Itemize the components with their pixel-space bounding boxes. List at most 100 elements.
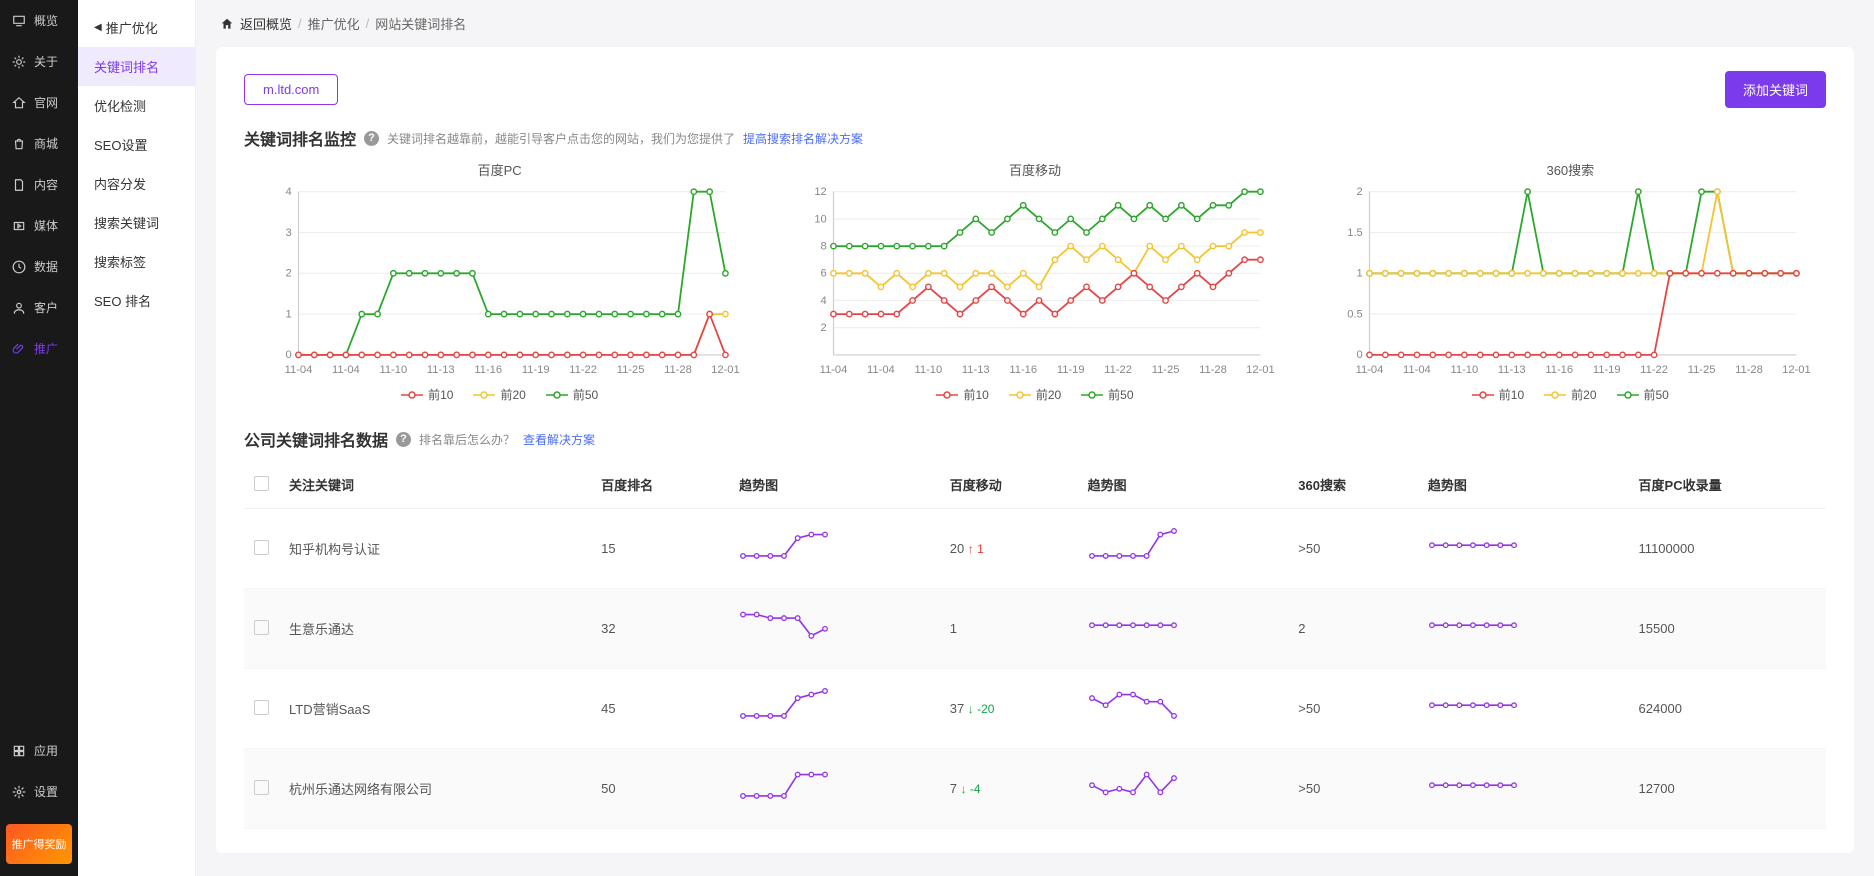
table-row: 杭州乐通达网络有限公司 50 7 ↓ -4 >50 12700 xyxy=(244,749,1826,829)
chart-title: 360搜索 xyxy=(1315,160,1826,179)
cell-360: >50 xyxy=(1288,509,1418,589)
svg-text:11-25: 11-25 xyxy=(1687,364,1715,375)
checkbox-row[interactable] xyxy=(254,780,269,795)
sparkline xyxy=(1088,527,1178,567)
svg-text:1.5: 1.5 xyxy=(1347,227,1363,239)
svg-text:6: 6 xyxy=(821,268,827,280)
sidebar-item-设置[interactable]: 设置 xyxy=(0,771,78,812)
sub-nav-item[interactable]: 关键词排名 xyxy=(78,47,195,86)
chart-title: 百度移动 xyxy=(779,160,1290,179)
svg-text:11-04: 11-04 xyxy=(285,364,313,375)
sub-nav-item[interactable]: 搜索标签 xyxy=(78,242,195,281)
home-icon xyxy=(220,17,234,31)
sidebar-item-官网[interactable]: 官网 xyxy=(0,82,78,123)
table-header: 百度移动 xyxy=(940,461,1078,509)
svg-text:2: 2 xyxy=(1356,186,1362,198)
sidebar-item-推广[interactable]: 推广 xyxy=(0,328,78,369)
sidebar-sub: ◀推广优化 关键词排名优化检测SEO设置内容分发搜索关键词搜索标签SEO 排名 xyxy=(78,0,196,876)
sidebar-item-概览[interactable]: 概览 xyxy=(0,0,78,41)
svg-text:11-25: 11-25 xyxy=(617,364,645,375)
cell-keyword: LTD营销SaaS xyxy=(279,669,591,749)
chart-box: 360搜索 00.511.52 11-0411-0411-1011-1311-1… xyxy=(1315,160,1826,403)
svg-text:11-28: 11-28 xyxy=(664,364,692,375)
breadcrumb-item: 推广优化 xyxy=(308,14,360,33)
breadcrumb: 返回概览 / 推广优化 / 网站关键词排名 xyxy=(216,0,1854,47)
svg-text:3: 3 xyxy=(286,227,292,239)
svg-text:11-16: 11-16 xyxy=(1010,364,1038,375)
cell-360: 2 xyxy=(1288,589,1418,669)
svg-text:11-10: 11-10 xyxy=(915,364,943,375)
main-content: 返回概览 / 推广优化 / 网站关键词排名 m.ltd.com 添加关键词 关键… xyxy=(196,0,1874,876)
svg-text:11-22: 11-22 xyxy=(1105,364,1133,375)
sub-nav-item[interactable]: SEO 排名 xyxy=(78,281,195,320)
chart-svg: 01234 11-0411-0411-1011-1311-1611-1911-2… xyxy=(244,185,755,375)
solution-link[interactable]: 提高搜索排名解决方案 xyxy=(743,130,863,147)
checkbox-row[interactable] xyxy=(254,540,269,555)
sidebar-item-关于[interactable]: 关于 xyxy=(0,41,78,82)
svg-text:11-22: 11-22 xyxy=(569,364,597,375)
svg-text:11-16: 11-16 xyxy=(1545,364,1573,375)
clock-icon xyxy=(12,260,26,274)
sub-nav-item[interactable]: 优化检测 xyxy=(78,86,195,125)
sidebar-item-客户[interactable]: 客户 xyxy=(0,287,78,328)
cell-pc-include: 624000 xyxy=(1629,669,1826,749)
cell-pc-include: 12700 xyxy=(1629,749,1826,829)
help-icon[interactable]: ? xyxy=(364,131,379,146)
chart-legend: 前10 前20 前50 xyxy=(1315,386,1826,403)
cell-baidu-m: 20 ↑ 1 xyxy=(940,509,1078,589)
doc-icon xyxy=(12,178,26,192)
svg-text:11-10: 11-10 xyxy=(1450,364,1478,375)
svg-text:11-04: 11-04 xyxy=(1355,364,1383,375)
clip-icon xyxy=(12,342,26,356)
grid-icon xyxy=(12,744,26,758)
svg-text:12: 12 xyxy=(815,186,827,198)
svg-text:8: 8 xyxy=(821,240,827,252)
sparkline xyxy=(1428,527,1518,567)
svg-text:2: 2 xyxy=(286,268,292,280)
svg-text:11-19: 11-19 xyxy=(1592,364,1620,375)
sidebar-promo-banner[interactable]: 推广得奖励 xyxy=(6,824,72,864)
breadcrumb-back[interactable]: 返回概览 xyxy=(240,14,292,33)
chart-box: 百度PC 01234 11-0411-0411-1011-1311-1611-1… xyxy=(244,160,755,403)
table-header: 关注关键词 xyxy=(279,461,591,509)
sidebar-item-数据[interactable]: 数据 xyxy=(0,246,78,287)
cell-baidu-pc: 50 xyxy=(591,749,729,829)
svg-text:1: 1 xyxy=(1356,268,1362,280)
checkbox-row[interactable] xyxy=(254,700,269,715)
chart-title: 百度PC xyxy=(244,160,755,179)
checkbox-all[interactable] xyxy=(254,476,269,491)
svg-text:11-13: 11-13 xyxy=(1498,364,1526,375)
sub-nav-item[interactable]: SEO设置 xyxy=(78,125,195,164)
svg-text:12-01: 12-01 xyxy=(1246,364,1275,375)
sidebar-item-应用[interactable]: 应用 xyxy=(0,730,78,771)
rank-hint-link[interactable]: 查看解决方案 xyxy=(523,431,595,448)
svg-text:11-22: 11-22 xyxy=(1640,364,1668,375)
sparkline xyxy=(1428,607,1518,647)
sidebar-item-媒体[interactable]: 媒体 xyxy=(0,205,78,246)
domain-selector[interactable]: m.ltd.com xyxy=(244,74,338,105)
sub-nav-item[interactable]: 内容分发 xyxy=(78,164,195,203)
svg-text:11-28: 11-28 xyxy=(1735,364,1763,375)
cell-baidu-pc: 15 xyxy=(591,509,729,589)
cell-baidu-m: 7 ↓ -4 xyxy=(940,749,1078,829)
sparkline xyxy=(739,687,829,727)
sidebar-main: 概览关于官网商城内容媒体数据客户推广 应用设置 推广得奖励 xyxy=(0,0,78,876)
checkbox-row[interactable] xyxy=(254,620,269,635)
add-keyword-button[interactable]: 添加关键词 xyxy=(1725,71,1826,108)
cell-keyword: 知乎机构号认证 xyxy=(279,509,591,589)
gear-icon xyxy=(12,55,26,69)
svg-text:4: 4 xyxy=(821,295,827,307)
breadcrumb-item: 网站关键词排名 xyxy=(375,14,466,33)
table-row: 知乎机构号认证 15 20 ↑ 1 >50 11100000 xyxy=(244,509,1826,589)
sidebar-item-内容[interactable]: 内容 xyxy=(0,164,78,205)
cell-baidu-m: 37 ↓ -20 xyxy=(940,669,1078,749)
sub-nav-item[interactable]: 搜索关键词 xyxy=(78,203,195,242)
help-icon[interactable]: ? xyxy=(396,432,411,447)
sparkline xyxy=(1088,687,1178,727)
svg-text:0.5: 0.5 xyxy=(1347,308,1363,320)
sparkline xyxy=(739,767,829,807)
svg-text:11-16: 11-16 xyxy=(474,364,502,375)
sidebar-item-商城[interactable]: 商城 xyxy=(0,123,78,164)
svg-text:11-04: 11-04 xyxy=(820,364,848,375)
svg-text:11-04: 11-04 xyxy=(332,364,360,375)
